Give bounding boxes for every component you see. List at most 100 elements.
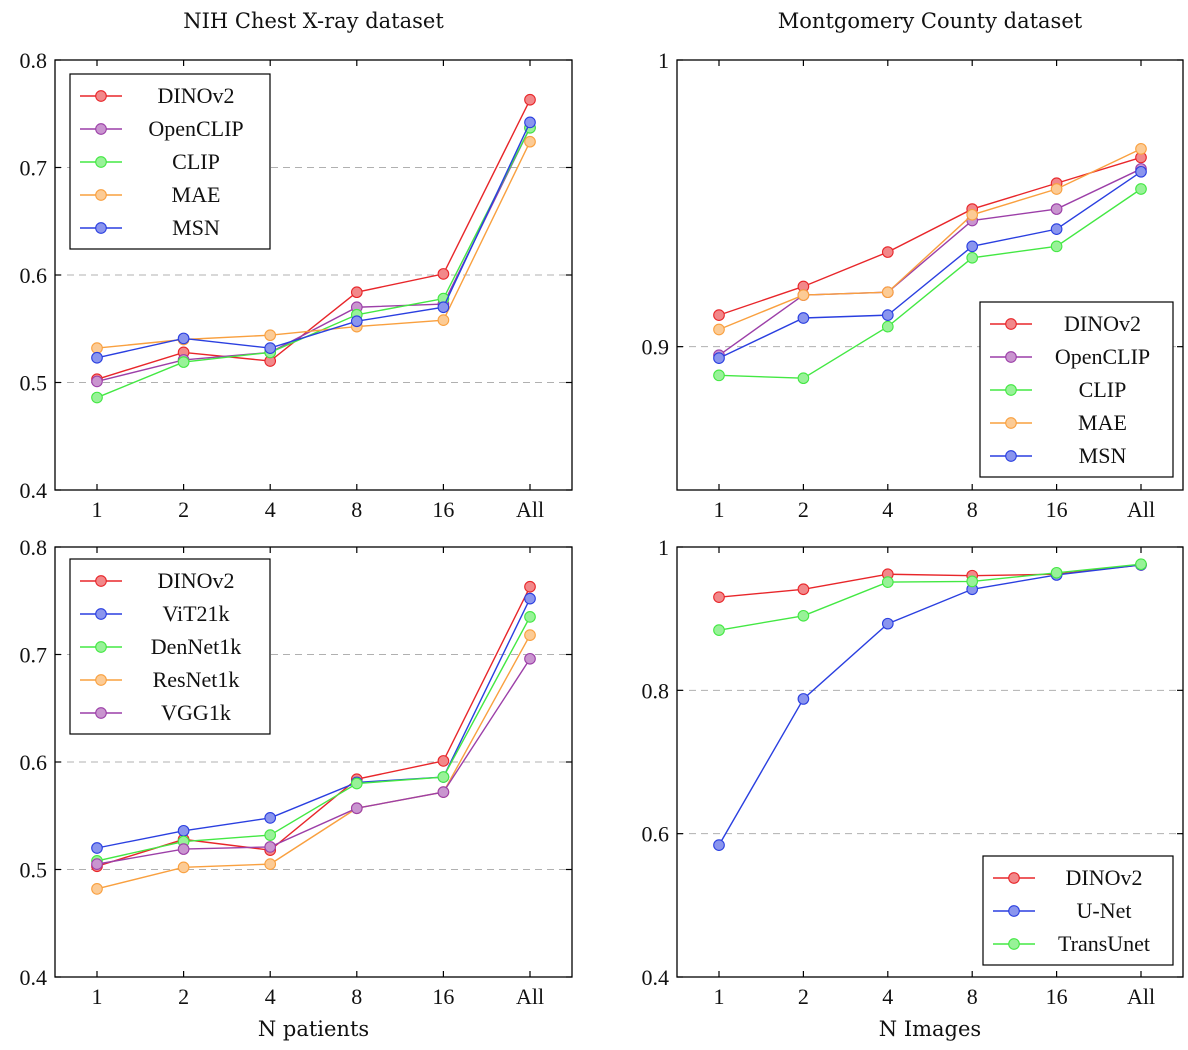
legend-label: CLIP: [1079, 377, 1127, 402]
series-MSN: [713, 165, 1147, 364]
y-tick-label: 1: [658, 535, 669, 560]
data-point: [350, 286, 363, 299]
data-point: [524, 629, 536, 642]
x-tick-label: 8: [967, 984, 978, 1009]
x-tick-label: 16: [432, 497, 454, 522]
series-line: [96, 586, 531, 867]
x-tick-label: 4: [882, 497, 893, 522]
y-tick-label: 0.4: [20, 965, 48, 990]
series-line: [718, 188, 1142, 379]
data-point: [437, 314, 450, 327]
data-point: [264, 329, 277, 342]
legend-label: MAE: [1078, 410, 1127, 435]
legend-marker: [1005, 384, 1017, 396]
y-tick-label: 0.4: [20, 478, 48, 503]
plot-frame: [54, 59, 573, 491]
legend-label: ResNet1k: [153, 667, 240, 692]
plot-frame: [676, 59, 1184, 491]
x-tick-label: 4: [882, 984, 893, 1009]
legend-marker: [1005, 417, 1017, 429]
data-point: [881, 320, 894, 333]
data-point: [264, 342, 277, 354]
y-tick-label: 0.6: [20, 263, 48, 288]
series-line: [96, 616, 531, 862]
data-point: [177, 861, 190, 874]
x-tick-label: 8: [351, 497, 362, 522]
data-point: [797, 312, 810, 324]
x-tick-label: 2: [178, 497, 189, 522]
data-point: [713, 624, 725, 636]
legend-marker: [1008, 905, 1020, 917]
data-point: [797, 289, 810, 301]
x-tick-label: 1: [92, 984, 103, 1009]
series-TransUnet: [713, 558, 1147, 636]
legend-marker: [95, 90, 107, 102]
data-point: [966, 208, 979, 221]
y-tick-label: 0.9: [642, 335, 670, 360]
data-point: [437, 786, 450, 798]
chart-panel-2: Montgomery County dataset 0.9 1 1 2 4 8 16 All DI…: [642, 9, 1184, 522]
legend-marker: [95, 707, 107, 719]
legend-label: DINOv2: [1064, 311, 1141, 336]
data-point: [713, 369, 725, 382]
data-point: [1135, 143, 1147, 155]
series-line: [718, 563, 1142, 631]
data-point: [797, 609, 810, 622]
series-line: [718, 156, 1142, 316]
legend-marker: [95, 222, 107, 234]
legend-label: DINOv2: [158, 568, 235, 593]
chart-panel-4: 0.4 0.6 0.8 1 1 2 4 8 16 All N Images DINOv2 U-Net Tr…: [642, 535, 1184, 1041]
data-point: [881, 576, 894, 588]
legend-label: U-Net: [1077, 898, 1132, 923]
x-axis-label: N patients: [258, 1017, 369, 1041]
legend: DINOv2 U-Net TransUnet: [982, 855, 1174, 966]
data-point: [91, 391, 103, 404]
data-point: [177, 824, 190, 837]
data-point: [797, 372, 810, 385]
data-point: [524, 116, 536, 129]
data-point: [437, 301, 450, 314]
legend-marker: [95, 156, 107, 168]
data-point: [437, 755, 450, 767]
legend-label: MAE: [172, 182, 221, 207]
legend-label: ViT21k: [162, 601, 229, 626]
series-line: [96, 127, 531, 383]
data-point: [713, 591, 725, 604]
y-tick-label: 0.7: [20, 643, 48, 668]
series-DINOv2: [713, 151, 1147, 321]
data-point: [1050, 566, 1063, 579]
data-point: [437, 268, 450, 280]
data-point: [966, 240, 979, 253]
x-tick-label: 16: [1046, 497, 1068, 522]
legend-marker: [95, 641, 107, 653]
data-point: [881, 309, 894, 321]
series-CLIP: [713, 183, 1147, 385]
y-tick-label: 0.5: [20, 858, 48, 883]
data-point: [1050, 240, 1063, 253]
y-tick-label: 0.8: [642, 678, 670, 703]
plot-frame: [676, 546, 1184, 978]
y-tick-label: 0.6: [642, 822, 670, 847]
data-point: [881, 617, 894, 630]
series-line: [718, 564, 1142, 598]
legend-marker: [95, 608, 107, 620]
series-MSN: [91, 116, 536, 364]
legend-marker: [95, 123, 107, 135]
data-point: [1135, 558, 1147, 571]
legend-label: OpenCLIP: [1055, 344, 1150, 369]
x-tick-label: 16: [1046, 984, 1068, 1009]
legend: DINOv2 ViT21k DenNet1k ResNet1k VGG1k: [69, 558, 271, 735]
x-tick-label: 2: [798, 984, 809, 1009]
data-point: [524, 611, 536, 623]
legend-marker: [1005, 351, 1017, 363]
x-tick-label: 2: [798, 497, 809, 522]
series-line: [96, 634, 531, 890]
data-point: [264, 829, 277, 841]
x-tick-label: All: [516, 984, 544, 1009]
data-point: [91, 342, 103, 354]
series-line: [718, 168, 1142, 356]
data-point: [881, 246, 894, 258]
chart-title: Montgomery County dataset: [778, 9, 1083, 33]
data-point: [437, 771, 450, 783]
